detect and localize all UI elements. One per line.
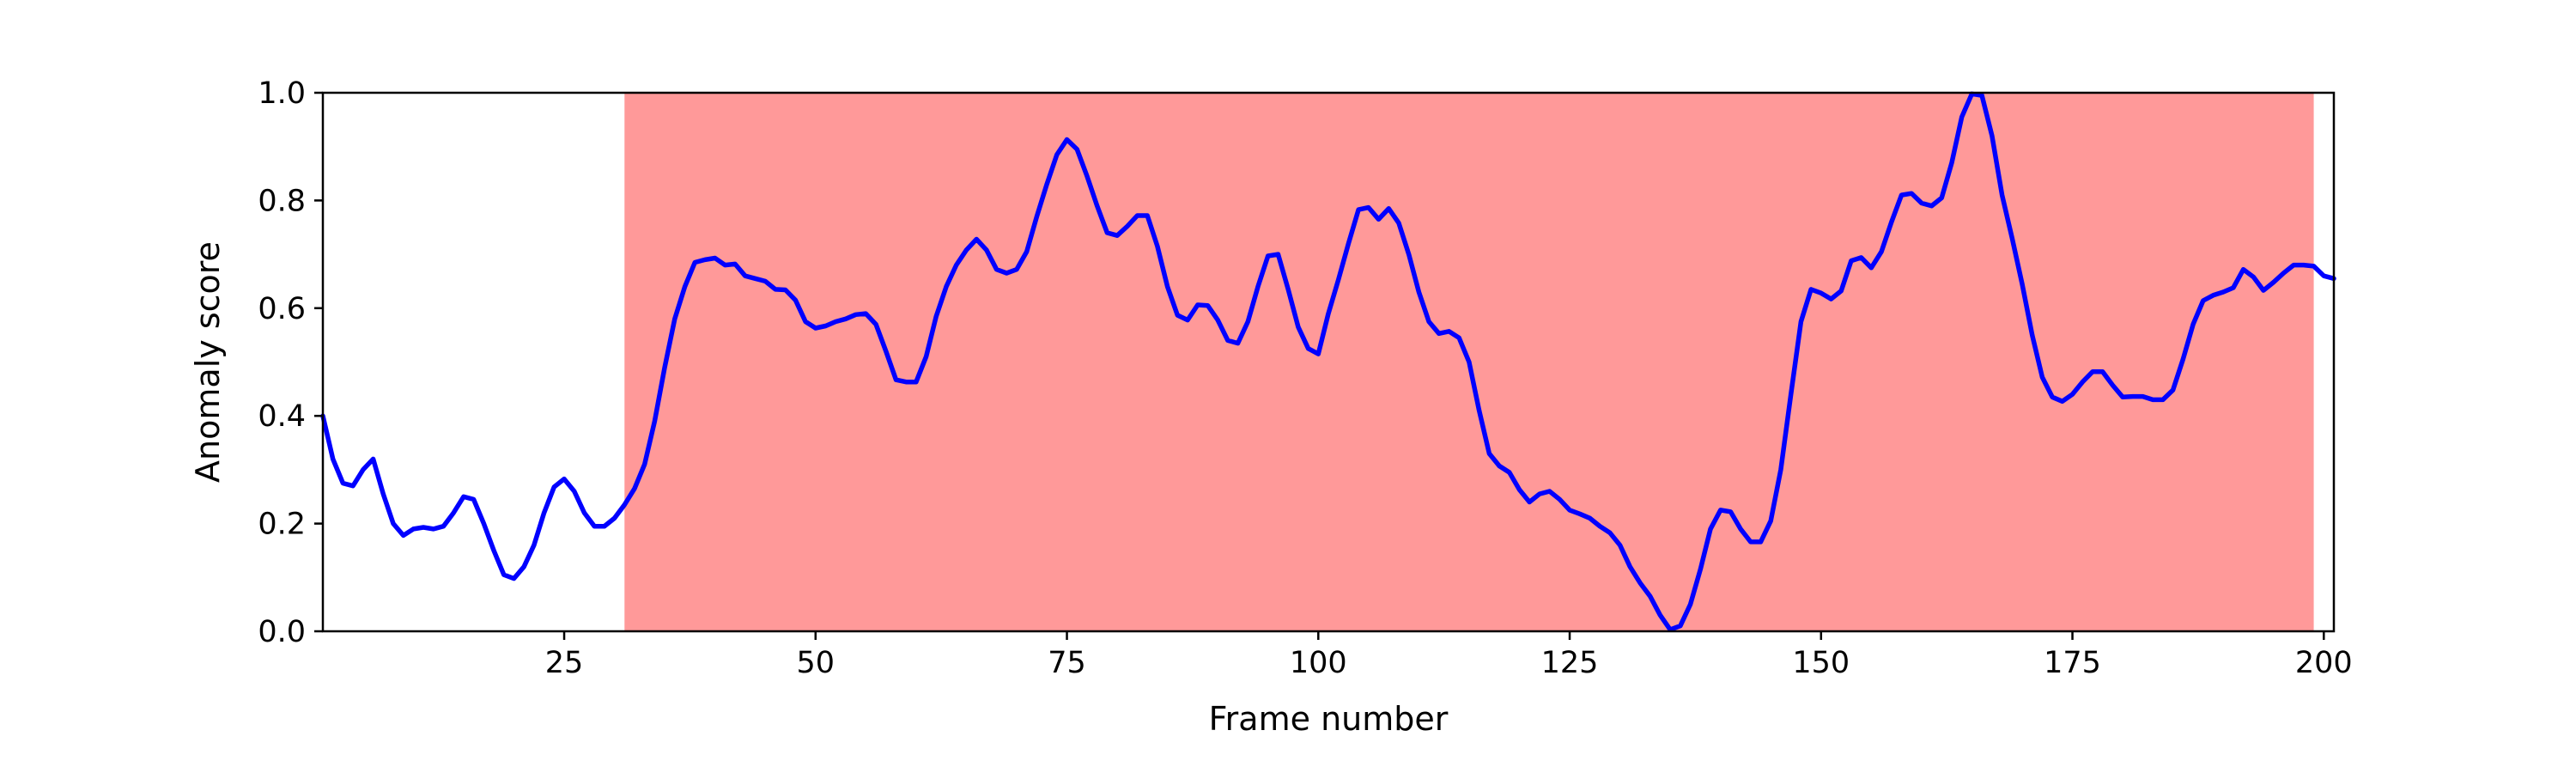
axes-layer: 25 50 75 100 125 150 175 200 0.0 0.2 0.4 0.6 0.8 1.0 — [258, 76, 2352, 680]
x-tick-label: 100 — [1290, 646, 1347, 680]
x-axis-label: Frame number — [1209, 700, 1449, 738]
x-tick-label: 200 — [2295, 646, 2353, 680]
x-tick-label: 150 — [1792, 646, 1850, 680]
plot-frame — [321, 91, 2336, 633]
y-tick-label: 0.8 — [258, 184, 306, 218]
x-tick-label: 50 — [797, 646, 835, 680]
x-tick-label: 75 — [1048, 646, 1086, 680]
y-tick-label: 0.2 — [258, 508, 306, 542]
y-tick-label: 0.0 — [258, 615, 306, 649]
y-tick-label: 1.0 — [258, 76, 306, 111]
x-tick-label: 125 — [1541, 646, 1599, 680]
y-tick-label: 0.6 — [258, 292, 306, 326]
y-axis-label: Anomaly score — [189, 241, 227, 483]
y-tick-label: 0.4 — [258, 399, 306, 434]
series-layer — [320, 91, 2336, 632]
series-line-1 — [320, 91, 2336, 632]
x-tick-label: 25 — [545, 646, 584, 680]
x-tick-label: 175 — [2044, 646, 2101, 680]
